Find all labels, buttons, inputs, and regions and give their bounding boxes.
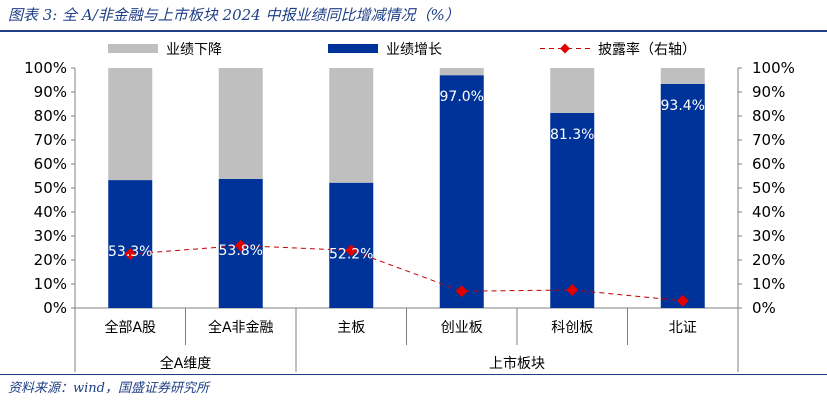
legend-label: 披露率（右轴） [598,41,696,58]
y2-tick-label: 60% [752,155,785,173]
chart: 业绩下降 业绩增长 披露率（右轴） 0% 10% 20% 30% 40% 50% 60% 70% 8… [24,41,795,372]
title-rule [0,30,827,32]
y2-tick-label: 0% [752,299,776,317]
y2-tick-label: 80% [752,107,785,125]
disclosure-point [345,244,358,257]
group-label: 上市板块 [489,355,545,372]
y-tick-label: 20% [34,251,67,269]
disclosure-point [566,284,579,296]
source-rule [0,374,827,375]
bar-decline [660,68,705,84]
y-tick-label: 70% [34,131,67,149]
y2-tick-label: 10% [752,275,785,293]
data-label: 53.8% [219,243,263,259]
bar-decline [439,68,484,76]
legend: 业绩下降 业绩增长 披露率（右轴） [108,41,696,58]
data-label: 52.2% [329,247,373,263]
y-tick-label: 50% [34,179,67,197]
axes: 0% 10% 20% 30% 40% 50% 60% 70% 80% 90% 100% 0% 10% 20… [24,59,795,372]
y-tick-label: 10% [34,275,67,293]
y-tick-label: 100% [24,59,67,77]
y2-tick-label: 40% [752,203,785,221]
category-label: 全A非金融 [208,319,274,336]
source-note: 资料来源：wind，国盛证券研究所 [8,381,209,396]
legend-label: 业绩增长 [386,42,442,58]
disclosure-line-path [130,245,683,302]
y-tick-label: 90% [34,83,67,101]
bar-growth [550,112,595,308]
data-labels: 53.3% 53.8% 52.2% 97.0% 81.3% 93.4% [108,89,705,263]
y-tick-label: 80% [34,107,67,125]
y-tick-label: 0% [43,299,67,317]
disclosure-line [124,239,689,307]
disclosure-point [455,285,468,298]
y2-tick-label: 30% [752,227,785,245]
chart-title: 图表 3: 全 A/非金融与上市板块 2024 中报业绩同比增减情况（%） [8,6,460,24]
disclosure-point [124,248,137,260]
legend-swatch-decline [108,44,158,53]
disclosure-point [676,294,689,307]
category-label: 主板 [337,320,365,336]
group-label: 全A维度 [160,355,212,372]
y2-tick-label: 20% [752,251,785,269]
category-label: 创业板 [441,320,483,336]
bar-decline [550,68,595,113]
legend-marker-disclosure [560,43,570,54]
bar-growth [660,83,705,308]
data-label: 81.3% [550,127,594,143]
bars [108,68,705,308]
bar-decline [108,68,153,181]
y2-tick-label: 100% [752,59,795,77]
legend-label: 业绩下降 [166,42,222,58]
y2-tick-label: 50% [752,179,785,197]
disclosure-point [234,239,247,252]
bar-growth [439,75,484,308]
category-label: 科创板 [551,320,593,336]
data-label: 93.4% [661,98,705,114]
category-label: 全部A股 [104,319,156,336]
y2-tick-label: 90% [752,83,785,101]
y-tick-label: 30% [34,227,67,245]
legend-swatch-growth [328,44,378,53]
bar-decline [218,68,263,179]
bar-decline [329,68,374,183]
data-label: 53.3% [108,244,152,260]
bar-growth [108,180,153,308]
category-label: 北证 [669,320,697,336]
y2-tick-label: 70% [752,131,785,149]
y-tick-label: 40% [34,203,67,221]
y-tick-label: 60% [34,155,67,173]
data-label: 97.0% [440,89,484,105]
